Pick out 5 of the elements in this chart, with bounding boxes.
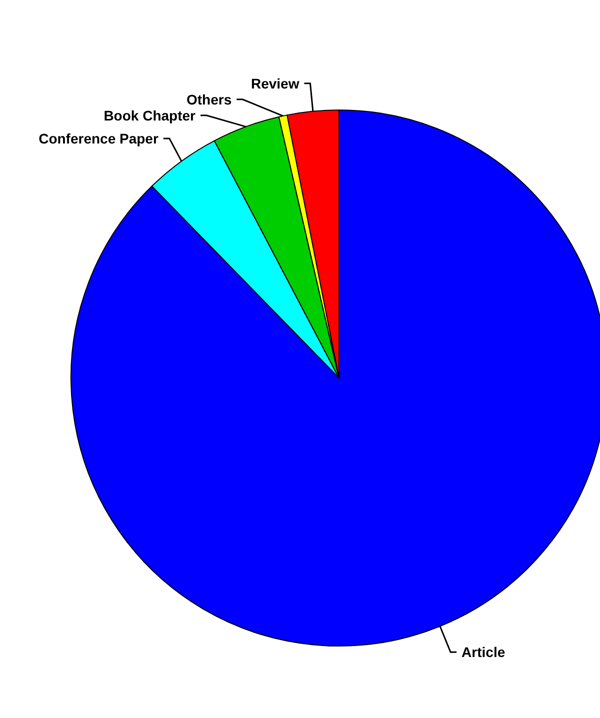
slice-label: Article [462, 644, 506, 660]
slice-label: Book Chapter [104, 107, 196, 124]
slice-label: Conference Paper [38, 130, 159, 147]
slice-label: Others [186, 91, 232, 108]
slice-label: Review [250, 75, 300, 92]
